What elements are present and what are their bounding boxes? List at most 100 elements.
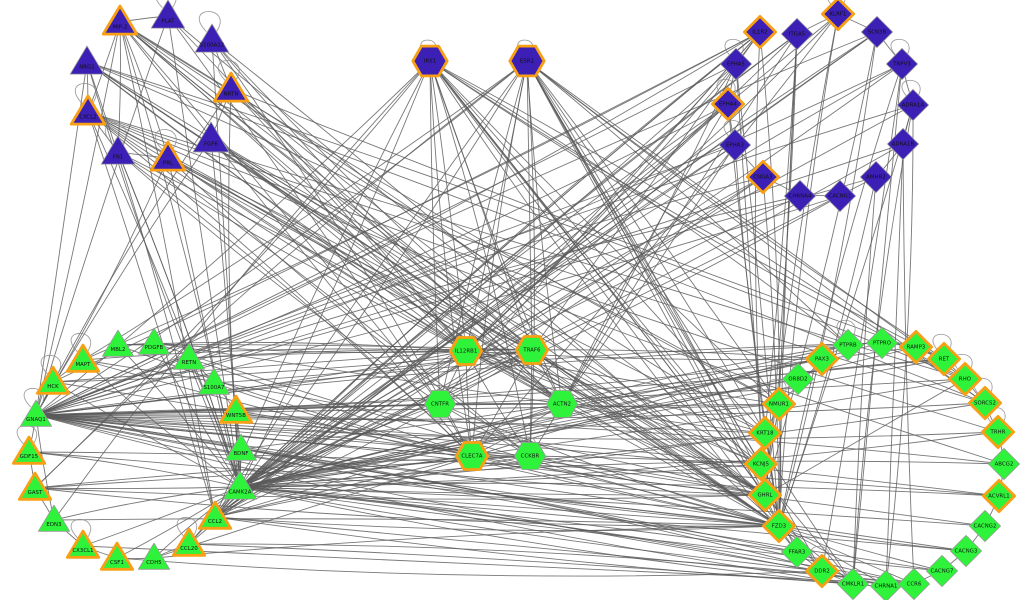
node-diamond[interactable] (968, 385, 1002, 421)
node-triangle[interactable] (149, 140, 187, 172)
node-triangle[interactable] (65, 343, 101, 373)
node-triangle[interactable] (99, 541, 135, 571)
graph-node[interactable]: TRPV3 (886, 48, 918, 80)
node-triangle[interactable] (150, 0, 186, 29)
node-layer[interactable]: MIP-2PLATS100A12NRG1NRTNCXCL2FGF6FN1PRLI… (11, 0, 1020, 600)
graph-node[interactable]: S100A12 (194, 23, 230, 53)
node-diamond[interactable] (711, 87, 745, 121)
node-diamond[interactable] (948, 361, 982, 397)
graph-node[interactable]: EDN3 (37, 504, 71, 532)
node-triangle[interactable] (194, 23, 230, 53)
node-diamond[interactable] (898, 568, 930, 600)
node-triangle[interactable] (224, 433, 258, 461)
graph-node[interactable]: PTPRO (866, 326, 898, 360)
graph-node[interactable]: FFAR3 (781, 536, 813, 568)
node-diamond[interactable] (926, 555, 958, 587)
node-triangle[interactable] (197, 500, 233, 530)
node-diamond[interactable] (870, 570, 902, 600)
node-diamond[interactable] (969, 509, 1001, 542)
node-triangle[interactable] (218, 394, 254, 424)
graph-node[interactable]: SCN3B (861, 15, 893, 48)
node-diamond[interactable] (860, 160, 892, 194)
node-diamond[interactable] (897, 89, 929, 121)
node-hexagon[interactable] (546, 390, 578, 418)
graph-node[interactable]: SORCS2 (968, 385, 1002, 421)
node-diamond[interactable] (886, 48, 918, 80)
graph-node[interactable]: IRS1 (411, 44, 449, 78)
node-diamond[interactable] (832, 328, 864, 362)
node-diamond[interactable] (805, 554, 839, 588)
node-diamond[interactable] (748, 477, 782, 513)
graph-node[interactable]: IL12RB1 (448, 336, 484, 366)
node-hexagon[interactable] (411, 44, 449, 78)
node-hexagon[interactable] (448, 336, 484, 366)
node-diamond[interactable] (720, 48, 752, 80)
node-triangle[interactable] (19, 399, 53, 427)
graph-node[interactable]: PDGFB (137, 327, 171, 355)
node-diamond[interactable] (762, 508, 796, 543)
node-diamond[interactable] (744, 446, 778, 482)
node-triangle[interactable] (172, 342, 206, 370)
node-triangle[interactable] (69, 45, 105, 75)
graph-node[interactable]: AMHR2 (860, 160, 892, 194)
node-diamond[interactable] (981, 414, 1015, 450)
graph-node[interactable]: MBL2 (101, 329, 135, 357)
graph-node[interactable]: CDH5 (137, 542, 171, 570)
node-hexagon[interactable] (515, 335, 549, 365)
node-diamond[interactable] (748, 415, 782, 451)
node-diamond[interactable] (824, 179, 856, 213)
node-hexagon[interactable] (423, 390, 457, 418)
graph-node[interactable]: CACNG7 (926, 555, 958, 587)
node-triangle[interactable] (35, 365, 71, 395)
graph-node[interactable]: MAPT (65, 343, 101, 373)
node-diamond[interactable] (950, 535, 982, 567)
graph-node[interactable]: ADRA1A (897, 89, 929, 121)
node-diamond[interactable] (743, 14, 777, 49)
graph-node[interactable]: CLEC7A (454, 441, 490, 471)
node-diamond[interactable] (719, 128, 751, 162)
node-hexagon[interactable] (454, 441, 490, 471)
graph-node[interactable]: CX3CL1 (65, 529, 101, 559)
node-diamond[interactable] (982, 478, 1016, 514)
node-triangle[interactable] (171, 527, 207, 557)
node-hexagon[interactable] (508, 44, 546, 78)
graph-node[interactable]: RAMP3 (899, 329, 933, 365)
node-triangle[interactable] (11, 435, 47, 465)
graph-node[interactable]: CACNG3 (950, 535, 982, 567)
node-diamond[interactable] (805, 341, 839, 377)
graph-node[interactable]: ABCG2 (988, 447, 1020, 481)
node-triangle[interactable] (101, 4, 139, 36)
graph-node[interactable]: IL1R2 (743, 14, 777, 49)
node-diamond[interactable] (927, 341, 961, 377)
node-triangle[interactable] (69, 94, 107, 126)
node-triangle[interactable] (137, 327, 171, 355)
node-diamond[interactable] (887, 127, 919, 161)
graph-node[interactable]: ESR2 (508, 44, 546, 78)
graph-node[interactable]: TRHR (981, 414, 1015, 450)
node-diamond[interactable] (988, 447, 1020, 481)
node-diamond[interactable] (781, 536, 813, 568)
graph-node[interactable]: PLAT (150, 0, 186, 29)
node-diamond[interactable] (899, 329, 933, 365)
node-diamond[interactable] (866, 326, 898, 360)
graph-node[interactable]: ACVRL1 (982, 478, 1016, 514)
graph-node[interactable]: CCL20 (171, 527, 207, 557)
node-diamond[interactable] (782, 362, 814, 396)
node-triangle[interactable] (212, 71, 250, 103)
node-triangle[interactable] (17, 471, 53, 501)
node-triangle[interactable] (100, 135, 136, 165)
node-triangle[interactable] (37, 504, 71, 532)
node-diamond[interactable] (781, 17, 813, 50)
node-diamond[interactable] (746, 159, 780, 195)
node-triangle[interactable] (192, 121, 230, 153)
graph-node[interactable]: NRG1 (69, 45, 105, 75)
graph-node[interactable]: CCR6 (898, 568, 930, 600)
node-triangle[interactable] (197, 367, 231, 395)
node-triangle[interactable] (65, 529, 101, 559)
node-diamond[interactable] (784, 179, 816, 213)
graph-node[interactable]: S100A7 (197, 367, 231, 395)
graph-node[interactable]: CACNG2 (969, 509, 1001, 542)
node-diamond[interactable] (762, 386, 796, 422)
